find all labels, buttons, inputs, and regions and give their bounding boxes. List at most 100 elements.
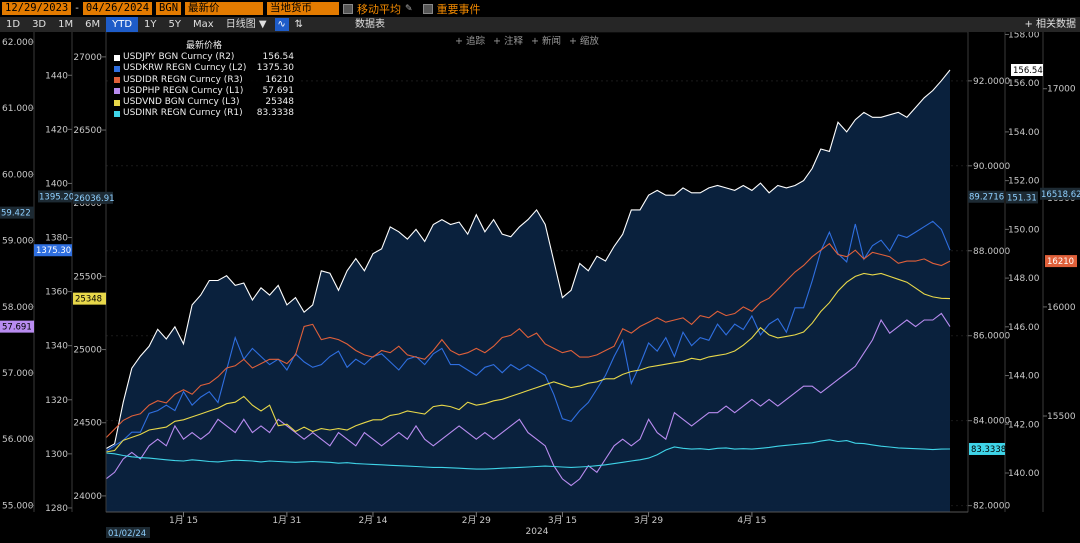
tick-label-l1: 57.000 [2, 369, 34, 379]
tick-label-r2: 150.00 [1008, 225, 1040, 235]
last-value-badge [0, 320, 34, 333]
range-1m[interactable]: 1M [58, 19, 74, 30]
legend-item: USDINR REGN Curncy (R1) 83.3338 [114, 108, 294, 119]
tick-label-l2: 1340 [45, 342, 68, 352]
range-toolbar: 1D 3D 1M 6M YTD 1Y 5Y Max 日线图 ▼ ∿ ⇅ 数据表 … [0, 17, 1080, 32]
last-value-badge [34, 244, 72, 257]
tick-label-l3: 24500 [73, 419, 102, 429]
tick-label-l1: 59.000 [2, 237, 34, 247]
legend-label: USDINR REGN Curncy (R1) [123, 108, 243, 119]
tick-label-r2: 144.00 [1008, 372, 1040, 382]
reference-badge [968, 190, 1004, 203]
x-tick-label: 2月 29 [462, 515, 491, 526]
tick-label-l3: 26000 [73, 199, 102, 209]
tick-label-l1: 61.000 [2, 104, 34, 114]
last-value-label: 57.691 [2, 323, 32, 333]
zoom-action[interactable]: + 缩放 [568, 36, 599, 47]
end-date-field[interactable]: 04/26/2024 [82, 2, 153, 15]
news-action[interactable]: + 新闻 [530, 36, 561, 47]
range-1d[interactable]: 1D [6, 19, 21, 30]
tick-label-r1: 82.0000 [973, 502, 1010, 512]
tick-label-r2: 156.00 [1008, 79, 1040, 89]
annotate-action[interactable]: + 注释 [492, 36, 523, 47]
x-start-label: 01/02/24 [108, 529, 146, 539]
reference-label: 89.2716 [969, 193, 1004, 203]
tick-label-l1: 56.000 [2, 435, 34, 445]
tick-label-l2: 1320 [45, 396, 68, 406]
price-field-select[interactable]: 最新价 [185, 2, 264, 15]
tick-label-r3: 17000 [1047, 85, 1076, 95]
tick-label-r2: 148.00 [1008, 274, 1040, 284]
tick-label-r2: 142.00 [1008, 420, 1040, 430]
last-value-label: 1375.30 [36, 246, 71, 256]
range-6m[interactable]: 6M [85, 19, 101, 30]
legend-swatch [114, 66, 120, 72]
pencil-icon[interactable]: ✎ [405, 3, 413, 14]
reference-badge [1006, 191, 1038, 204]
legend-value: 1375.30 [256, 63, 294, 74]
tick-label-l2: 1420 [45, 125, 68, 135]
tick-label-r2: 152.00 [1008, 177, 1040, 187]
tick-label-r3: 16000 [1047, 303, 1076, 313]
line-chart-icon[interactable]: ∿ [274, 18, 289, 31]
legend-title: 最新价格 [185, 41, 222, 51]
legend-swatch [114, 110, 120, 117]
legend-item: USDKRW REGN Curncy (L2) 1375.30 [114, 63, 294, 74]
tick-label-r2: 154.00 [1008, 128, 1040, 138]
legend-item: USDJPY BGN Curncy (R2) 156.54 [114, 52, 294, 63]
last-value-label: 83.3338 [971, 445, 1006, 455]
series-line-0[interactable] [105, 69, 951, 450]
tick-label-l2: 1380 [45, 234, 68, 244]
reference-badge [73, 191, 113, 204]
range-3d[interactable]: 3D [32, 19, 47, 30]
x-tick-label: 3月 29 [634, 515, 663, 526]
tick-label-r1: 90.0000 [973, 162, 1010, 172]
series-line-3[interactable] [105, 312, 951, 487]
tick-label-r1: 88.0000 [973, 247, 1010, 257]
tick-label-l2: 1280 [45, 504, 68, 514]
currency-select[interactable]: 当地货币 [267, 2, 340, 15]
legend-label: USDVND BGN Curncy (L3) [123, 97, 240, 108]
related-data-button[interactable]: + 相关数据 [1024, 19, 1076, 30]
tick-label-l1: 62.000 [2, 38, 34, 48]
legend-value: 57.691 [262, 85, 295, 96]
tick-label-l3: 26500 [73, 126, 102, 136]
range-5y[interactable]: 5Y [168, 19, 182, 30]
x-tick-label: 1月 15 [169, 515, 198, 526]
x-tick-label: 1月 31 [272, 515, 301, 526]
x-tick-label: 2月 14 [358, 515, 387, 526]
x-tick-label: 3月 15 [548, 515, 577, 526]
track-action[interactable]: + 追踪 [455, 36, 485, 47]
x-tick-label: 4月 15 [737, 515, 766, 526]
tick-label-l1: 55.000 [2, 501, 34, 511]
last-value-label: 156.54 [1013, 66, 1043, 76]
range-max[interactable]: Max [193, 19, 214, 30]
last-value-badge [73, 292, 106, 305]
range-1y[interactable]: 1Y [144, 19, 157, 30]
legend: 最新价格 USDJPY BGN Curncy (R2) 156.54 USDKRW … [110, 39, 298, 122]
date-separator: - [75, 3, 79, 14]
chart-type-icon[interactable]: ⇅ [294, 19, 303, 30]
frequency-select[interactable]: 日线图 ▼ [225, 19, 267, 30]
tick-label-r2: 158.00 [1008, 32, 1040, 40]
tick-label-l3: 24000 [73, 492, 102, 502]
legend-item: USDVND BGN Curncy (L3) 25348 [114, 97, 294, 108]
tick-label-l1: 60.000 [2, 170, 34, 180]
legend-label: USDKRW REGN Curncy (L2) [123, 63, 247, 74]
moving-average-checkbox[interactable] [343, 3, 354, 14]
tick-label-l2: 1360 [45, 288, 68, 298]
source-field[interactable]: BGN [156, 2, 182, 15]
series-line-4[interactable] [105, 272, 951, 453]
start-date-field[interactable]: 12/29/2023 [2, 2, 72, 15]
data-table-button[interactable]: 数据表 [354, 19, 385, 30]
legend-label: USDIDR REGN Curncy (R3) [123, 74, 243, 85]
range-ytd[interactable]: YTD [106, 17, 139, 32]
chart-actions: + 追踪 + 注释 + 新闻 + 缩放 [455, 33, 599, 47]
series-line-2[interactable] [105, 242, 951, 439]
key-events-checkbox[interactable] [422, 3, 433, 14]
series-line-1[interactable] [105, 220, 951, 452]
reference-label: 59.422 [1, 209, 31, 219]
legend-value: 156.54 [262, 52, 295, 63]
reference-badge [1040, 187, 1080, 200]
series-line-5[interactable] [105, 439, 951, 470]
